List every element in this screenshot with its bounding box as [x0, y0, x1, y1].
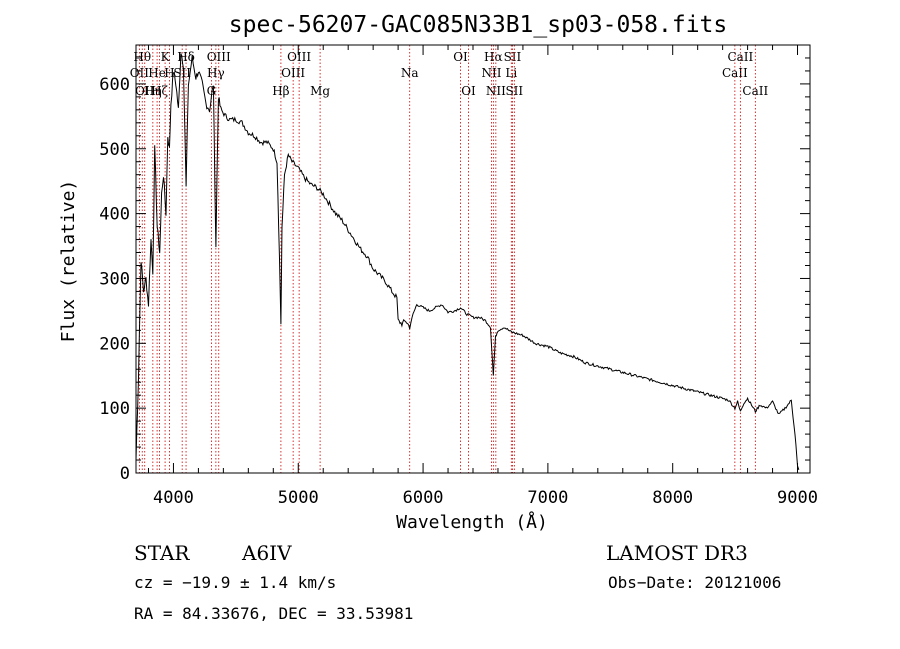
line-label-4: He [148, 66, 166, 80]
line-label-25: SII [505, 84, 523, 98]
line-label-17: Na [401, 66, 419, 80]
line-label-14: OIII [281, 66, 305, 80]
line-label-0: OII [130, 66, 150, 80]
line-label-22: NII [486, 84, 506, 98]
series-line-0 [135, 53, 800, 470]
x-tick-label-1: 5000 [278, 488, 319, 508]
line-label-6: K [161, 50, 171, 64]
spectrum-series [135, 53, 800, 470]
line-label-8: Hδ [177, 50, 195, 64]
line-label-1: Hθ [133, 50, 151, 64]
redshift-velocity: cz = −19.9 ± 1.4 km/s [134, 573, 336, 592]
line-label-21: Hα [484, 50, 503, 64]
x-axis-label: Wavelength (Å) [396, 511, 548, 533]
y-axis-ticks: 0 100 200 300 400 500 600 [99, 57, 810, 484]
coordinates: RA = 84.33676, DEC = 33.53981 [134, 604, 413, 623]
line-label-15: OIII [287, 50, 311, 64]
observation-date: Obs−Date: 20121006 [608, 573, 781, 592]
object-class: STAR [134, 541, 190, 565]
line-label-13: Hβ [272, 84, 289, 98]
object-subclass: A6IV [241, 541, 292, 565]
line-label-7: H [164, 66, 174, 80]
plot-frame [135, 44, 811, 474]
line-label-23: Li [505, 66, 517, 80]
line-label-2: OII [135, 84, 155, 98]
line-label-20: NII [481, 66, 501, 80]
y-tick-label-2: 200 [99, 334, 130, 354]
y-tick-label-4: 400 [99, 205, 130, 225]
line-label-18: OI [453, 50, 468, 64]
survey-name: LAMOST DR3 [606, 541, 748, 565]
line-label-19: OI [461, 84, 476, 98]
x-tick-label-2: 6000 [403, 488, 444, 508]
line-label-12: OIII [207, 50, 231, 64]
y-tick-label-5: 500 [99, 140, 130, 160]
line-label-26: CaII [722, 66, 748, 80]
y-tick-label-1: 100 [99, 399, 130, 419]
x-tick-label-0: 4000 [153, 488, 194, 508]
line-label-10: G [207, 84, 217, 98]
x-tick-label-4: 8000 [652, 488, 693, 508]
line-label-28: CaII [742, 84, 768, 98]
x-tick-label-3: 7000 [527, 488, 568, 508]
y-axis-label: Flux (relative) [58, 180, 79, 343]
line-label-9: SII [173, 66, 191, 80]
y-tick-label-6: 600 [99, 75, 130, 95]
line-label-11: Hγ [207, 66, 225, 80]
line-label-27: CaII [727, 50, 753, 64]
line-label-24: SII [504, 50, 522, 64]
chart-title: spec-56207-GAC085N33B1_sp03-058.fits [229, 12, 728, 38]
x-axis-ticks: 4000 5000 6000 7000 8000 9000 [147, 45, 818, 508]
line-label-5: Hζ [151, 84, 168, 98]
y-tick-label-3: 300 [99, 269, 130, 289]
line-label-16: Mg [310, 84, 330, 98]
y-tick-label-0: 0 [120, 464, 130, 484]
x-tick-label-5: 9000 [777, 488, 818, 508]
spectral-line-markers: OIIHθOIIHηHeHζKHHδSIIGHγOIIIHβOIIIOIIIMg… [130, 45, 768, 473]
